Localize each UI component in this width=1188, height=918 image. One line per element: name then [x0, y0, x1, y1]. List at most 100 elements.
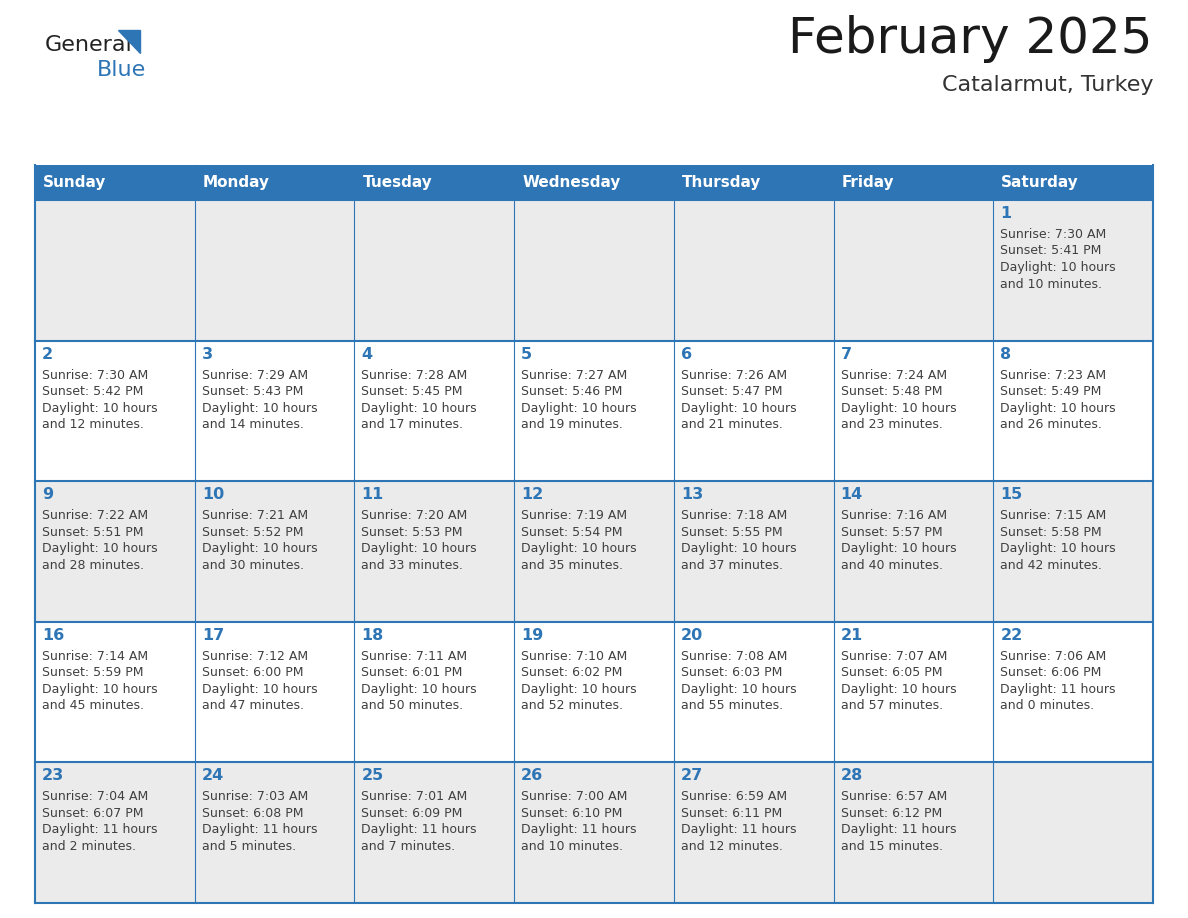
Text: Sunrise: 7:30 AM: Sunrise: 7:30 AM — [1000, 228, 1106, 241]
Text: Sunrise: 7:26 AM: Sunrise: 7:26 AM — [681, 369, 786, 382]
Text: Sunrise: 7:30 AM: Sunrise: 7:30 AM — [42, 369, 148, 382]
Text: Sunday: Sunday — [43, 175, 107, 190]
Text: Sunset: 6:12 PM: Sunset: 6:12 PM — [841, 807, 942, 820]
Text: Daylight: 10 hours: Daylight: 10 hours — [202, 401, 317, 415]
Text: Sunrise: 7:06 AM: Sunrise: 7:06 AM — [1000, 650, 1106, 663]
Bar — [834, 165, 993, 200]
Text: Sunset: 5:54 PM: Sunset: 5:54 PM — [522, 526, 623, 539]
Text: 28: 28 — [841, 768, 862, 783]
Text: Sunrise: 7:03 AM: Sunrise: 7:03 AM — [202, 790, 308, 803]
Text: Blue: Blue — [97, 60, 146, 80]
Text: and 33 minutes.: and 33 minutes. — [361, 559, 463, 572]
Text: Sunrise: 7:24 AM: Sunrise: 7:24 AM — [841, 369, 947, 382]
Bar — [34, 481, 1154, 621]
Text: and 55 minutes.: and 55 minutes. — [681, 700, 783, 712]
Text: Sunset: 6:11 PM: Sunset: 6:11 PM — [681, 807, 782, 820]
Text: 7: 7 — [841, 347, 852, 362]
Text: 8: 8 — [1000, 347, 1011, 362]
Text: Sunset: 6:05 PM: Sunset: 6:05 PM — [841, 666, 942, 679]
Text: Saturday: Saturday — [1001, 175, 1079, 190]
Text: and 12 minutes.: and 12 minutes. — [681, 840, 783, 853]
Bar — [674, 165, 834, 200]
Bar — [514, 165, 674, 200]
Text: and 10 minutes.: and 10 minutes. — [1000, 277, 1102, 290]
Text: and 12 minutes.: and 12 minutes. — [42, 418, 144, 431]
Text: Daylight: 10 hours: Daylight: 10 hours — [681, 401, 796, 415]
Text: Sunset: 5:51 PM: Sunset: 5:51 PM — [42, 526, 144, 539]
Text: Sunset: 6:09 PM: Sunset: 6:09 PM — [361, 807, 463, 820]
Text: Friday: Friday — [841, 175, 895, 190]
Text: Daylight: 10 hours: Daylight: 10 hours — [841, 543, 956, 555]
Bar — [34, 200, 1154, 341]
Text: Sunrise: 7:22 AM: Sunrise: 7:22 AM — [42, 509, 148, 522]
Text: Daylight: 10 hours: Daylight: 10 hours — [42, 683, 158, 696]
Text: Daylight: 10 hours: Daylight: 10 hours — [841, 401, 956, 415]
Text: Daylight: 11 hours: Daylight: 11 hours — [202, 823, 317, 836]
Text: 27: 27 — [681, 768, 703, 783]
Text: 4: 4 — [361, 347, 373, 362]
Text: Sunrise: 7:11 AM: Sunrise: 7:11 AM — [361, 650, 468, 663]
Text: and 45 minutes.: and 45 minutes. — [42, 700, 144, 712]
Text: Sunset: 6:10 PM: Sunset: 6:10 PM — [522, 807, 623, 820]
Text: 19: 19 — [522, 628, 543, 643]
Text: Sunrise: 7:08 AM: Sunrise: 7:08 AM — [681, 650, 788, 663]
Text: and 10 minutes.: and 10 minutes. — [522, 840, 624, 853]
Bar — [34, 763, 1154, 903]
Text: and 5 minutes.: and 5 minutes. — [202, 840, 296, 853]
Text: Daylight: 10 hours: Daylight: 10 hours — [681, 543, 796, 555]
Text: Sunrise: 7:14 AM: Sunrise: 7:14 AM — [42, 650, 148, 663]
Text: and 57 minutes.: and 57 minutes. — [841, 700, 943, 712]
Text: 22: 22 — [1000, 628, 1023, 643]
Text: Sunrise: 7:07 AM: Sunrise: 7:07 AM — [841, 650, 947, 663]
Text: 14: 14 — [841, 487, 862, 502]
Text: Sunset: 6:02 PM: Sunset: 6:02 PM — [522, 666, 623, 679]
Text: Sunset: 5:59 PM: Sunset: 5:59 PM — [42, 666, 144, 679]
Text: Sunset: 5:42 PM: Sunset: 5:42 PM — [42, 385, 144, 398]
Text: Sunrise: 7:21 AM: Sunrise: 7:21 AM — [202, 509, 308, 522]
Text: Sunset: 5:45 PM: Sunset: 5:45 PM — [361, 385, 463, 398]
Polygon shape — [118, 30, 140, 53]
Text: Sunset: 5:46 PM: Sunset: 5:46 PM — [522, 385, 623, 398]
Text: 23: 23 — [42, 768, 64, 783]
Text: General: General — [45, 35, 133, 55]
Text: and 0 minutes.: and 0 minutes. — [1000, 700, 1094, 712]
Text: Sunrise: 7:20 AM: Sunrise: 7:20 AM — [361, 509, 468, 522]
Text: Sunset: 5:47 PM: Sunset: 5:47 PM — [681, 385, 783, 398]
Text: Daylight: 10 hours: Daylight: 10 hours — [522, 401, 637, 415]
Text: Wednesday: Wednesday — [523, 175, 620, 190]
Text: Sunrise: 7:16 AM: Sunrise: 7:16 AM — [841, 509, 947, 522]
Text: Sunset: 6:06 PM: Sunset: 6:06 PM — [1000, 666, 1101, 679]
Text: 1: 1 — [1000, 206, 1011, 221]
Text: Daylight: 11 hours: Daylight: 11 hours — [42, 823, 158, 836]
Text: and 28 minutes.: and 28 minutes. — [42, 559, 144, 572]
Text: Sunrise: 7:28 AM: Sunrise: 7:28 AM — [361, 369, 468, 382]
Text: and 15 minutes.: and 15 minutes. — [841, 840, 942, 853]
Text: and 17 minutes.: and 17 minutes. — [361, 418, 463, 431]
Text: Sunrise: 7:10 AM: Sunrise: 7:10 AM — [522, 650, 627, 663]
Text: Sunset: 5:41 PM: Sunset: 5:41 PM — [1000, 244, 1101, 258]
Text: Daylight: 10 hours: Daylight: 10 hours — [42, 543, 158, 555]
Text: and 42 minutes.: and 42 minutes. — [1000, 559, 1102, 572]
Text: Sunrise: 7:01 AM: Sunrise: 7:01 AM — [361, 790, 468, 803]
Text: Sunrise: 7:27 AM: Sunrise: 7:27 AM — [522, 369, 627, 382]
Text: Sunrise: 7:29 AM: Sunrise: 7:29 AM — [202, 369, 308, 382]
Text: 12: 12 — [522, 487, 543, 502]
Text: 10: 10 — [202, 487, 225, 502]
Text: 3: 3 — [202, 347, 213, 362]
Text: Daylight: 10 hours: Daylight: 10 hours — [522, 543, 637, 555]
Text: 24: 24 — [202, 768, 225, 783]
Text: and 30 minutes.: and 30 minutes. — [202, 559, 304, 572]
Text: Sunrise: 7:18 AM: Sunrise: 7:18 AM — [681, 509, 788, 522]
Text: 20: 20 — [681, 628, 703, 643]
Text: Daylight: 10 hours: Daylight: 10 hours — [841, 683, 956, 696]
Text: Monday: Monday — [203, 175, 270, 190]
Text: and 35 minutes.: and 35 minutes. — [522, 559, 624, 572]
Text: 26: 26 — [522, 768, 543, 783]
Text: Daylight: 10 hours: Daylight: 10 hours — [522, 683, 637, 696]
Bar — [34, 341, 1154, 481]
Bar — [34, 165, 195, 200]
Text: Sunset: 6:01 PM: Sunset: 6:01 PM — [361, 666, 463, 679]
Text: Sunset: 6:03 PM: Sunset: 6:03 PM — [681, 666, 782, 679]
Text: Sunset: 5:49 PM: Sunset: 5:49 PM — [1000, 385, 1101, 398]
Text: 25: 25 — [361, 768, 384, 783]
